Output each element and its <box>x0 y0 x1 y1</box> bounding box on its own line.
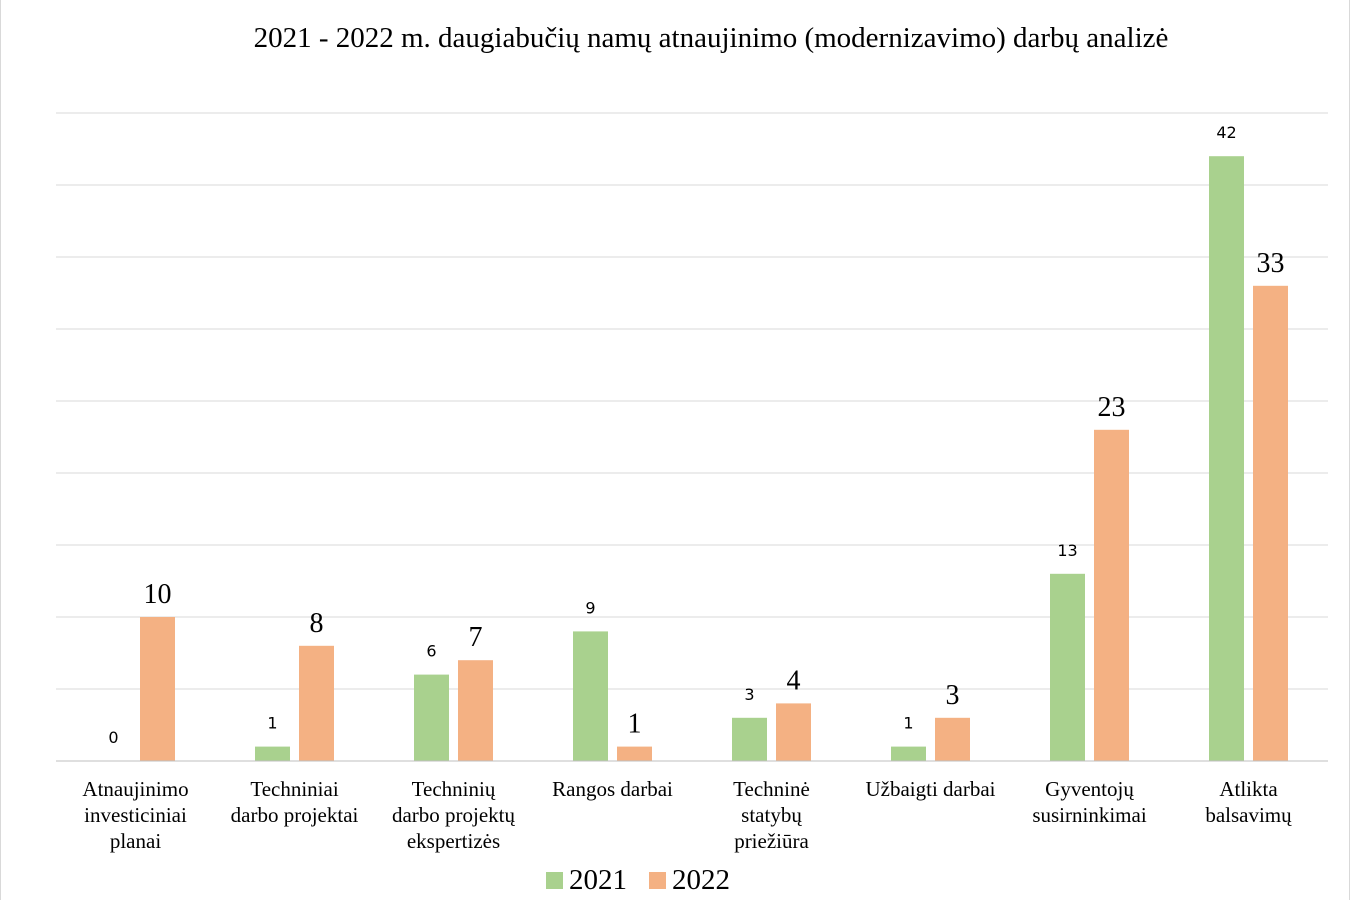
category-label-7: Atlikta <box>1219 777 1278 801</box>
category-label-7: balsavimų <box>1205 803 1292 827</box>
category-label-2: darbo projektų <box>392 803 516 827</box>
category-label-1: darbo projektai <box>231 803 359 827</box>
chart-title: 2021 - 2022 m. daugiabučių namų atnaujin… <box>253 22 1169 54</box>
legend-swatch-2022 <box>649 872 666 889</box>
category-label-2: Techninių <box>412 777 496 801</box>
data-label-2022-2: 7 <box>469 622 483 653</box>
data-label-2021-3: 9 <box>585 598 595 617</box>
data-label-2021-1: 1 <box>267 714 277 733</box>
bar-2022-5 <box>935 717 970 761</box>
bar-2022-6 <box>1094 429 1129 761</box>
category-label-2: ekspertizės <box>407 829 500 853</box>
bar-2022-4 <box>776 703 811 761</box>
bar-2021-4 <box>732 717 767 761</box>
legend-swatch-2021 <box>546 872 563 889</box>
category-label-0: Atnaujinimo <box>82 777 188 801</box>
data-label-2022-5: 3 <box>946 680 960 711</box>
bar-2021-7 <box>1209 156 1244 761</box>
data-label-2021-7: 42 <box>1216 123 1236 142</box>
category-label-4: Techninė <box>733 777 810 801</box>
bar-2022-7 <box>1253 285 1288 761</box>
category-label-6: Gyventojų <box>1045 777 1134 801</box>
category-label-3: Rangos darbai <box>552 777 673 801</box>
legend: 2021 2022 <box>546 864 752 897</box>
data-label-2022-1: 8 <box>310 608 324 639</box>
data-label-2021-6: 13 <box>1057 541 1077 560</box>
bar-2022-0 <box>140 617 175 761</box>
data-label-2022-0: 10 <box>144 579 172 610</box>
bar-2021-2 <box>414 674 449 761</box>
legend-item-2022: 2022 <box>649 864 730 897</box>
data-label-2021-2: 6 <box>426 642 436 661</box>
bar-2021-5 <box>891 746 926 761</box>
category-label-0: planai <box>110 829 161 853</box>
legend-label-2022: 2022 <box>672 864 730 896</box>
bar-2022-3 <box>617 746 652 761</box>
data-label-2021-0: 0 <box>108 728 118 747</box>
bar-2021-1 <box>255 746 290 761</box>
category-label-6: susirninkimai <box>1032 803 1146 827</box>
category-label-4: priežiūra <box>734 829 809 853</box>
bar-2022-2 <box>458 660 493 761</box>
legend-label-2021: 2021 <box>569 864 627 896</box>
data-label-2022-7: 33 <box>1257 248 1285 279</box>
data-label-2022-6: 23 <box>1098 392 1126 423</box>
category-label-5: Užbaigti darbai <box>865 777 995 801</box>
category-label-0: investiciniai <box>84 803 187 827</box>
data-label-2021-4: 3 <box>744 685 754 704</box>
data-label-2022-4: 4 <box>787 665 801 696</box>
data-label-2022-3: 1 <box>628 709 642 740</box>
bar-2022-1 <box>299 645 334 761</box>
bar-2021-3 <box>573 631 608 761</box>
category-label-1: Techniniai <box>250 777 338 801</box>
bar-2021-6 <box>1050 573 1085 761</box>
legend-item-2021: 2021 <box>546 864 627 897</box>
data-label-2021-5: 1 <box>903 714 913 733</box>
category-label-4: statybų <box>741 803 802 827</box>
